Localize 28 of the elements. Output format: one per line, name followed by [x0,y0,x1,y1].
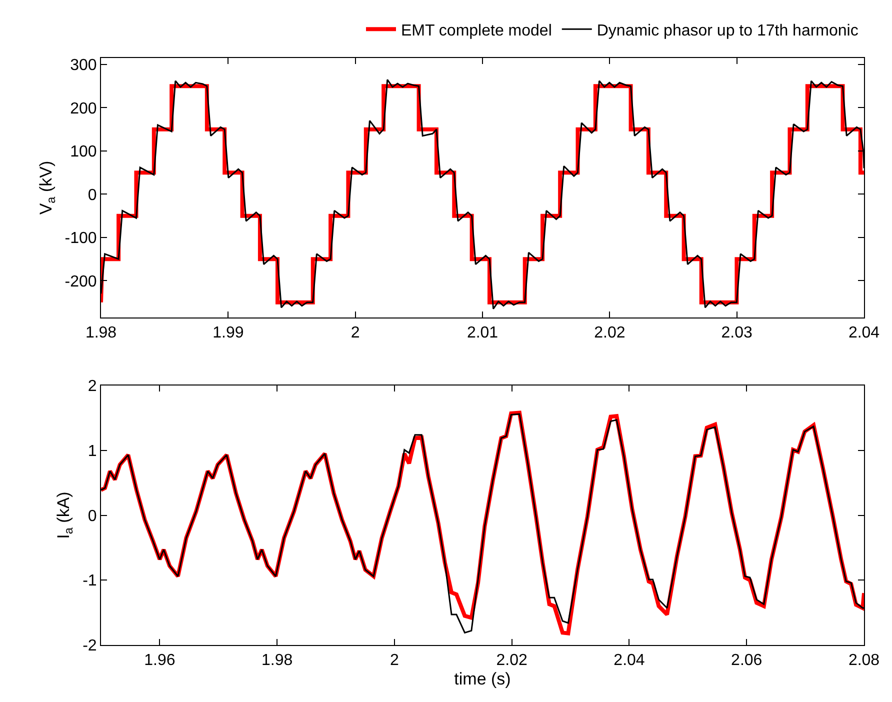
x-tick-label: 2.01 [466,324,498,342]
y-tick-label: -1 [82,572,97,590]
x-tick-label: 1.99 [212,324,244,342]
x-tick-label: 2.02 [496,652,528,670]
x-tick-label: 2.08 [848,652,880,670]
x-tick-label: 1.96 [144,652,176,670]
y-tick-label: -2 [82,638,97,655]
x-tick-label: 2.03 [721,324,752,342]
y-tick-label: 0 [88,508,97,525]
x-tick-label: 2.04 [614,652,645,670]
y-tick-label: -100 [64,230,97,248]
legend-label: Dynamic phasor up to 17th harmonic [596,22,858,40]
y-tick-label: 200 [70,100,97,118]
y-tick-label: 0 [88,186,97,204]
x-axis-title: time (s) [454,670,511,689]
y-tick-label: 300 [70,57,97,74]
x-tick-label: 2 [350,324,360,342]
x-tick-label: 2.06 [731,652,762,670]
x-tick-label: 1.98 [85,324,117,342]
x-tick-label: 2.02 [594,324,626,342]
y-tick-label: -200 [64,273,97,290]
y-tick-label: 2 [88,378,97,396]
x-tick-label: 2 [390,652,400,670]
x-tick-label: 2.04 [848,324,880,342]
x-tick-label: 1.98 [262,652,293,670]
y-tick-label: 100 [70,144,97,161]
y-tick-label: 1 [88,443,97,460]
legend-label: EMT complete model [401,22,552,40]
